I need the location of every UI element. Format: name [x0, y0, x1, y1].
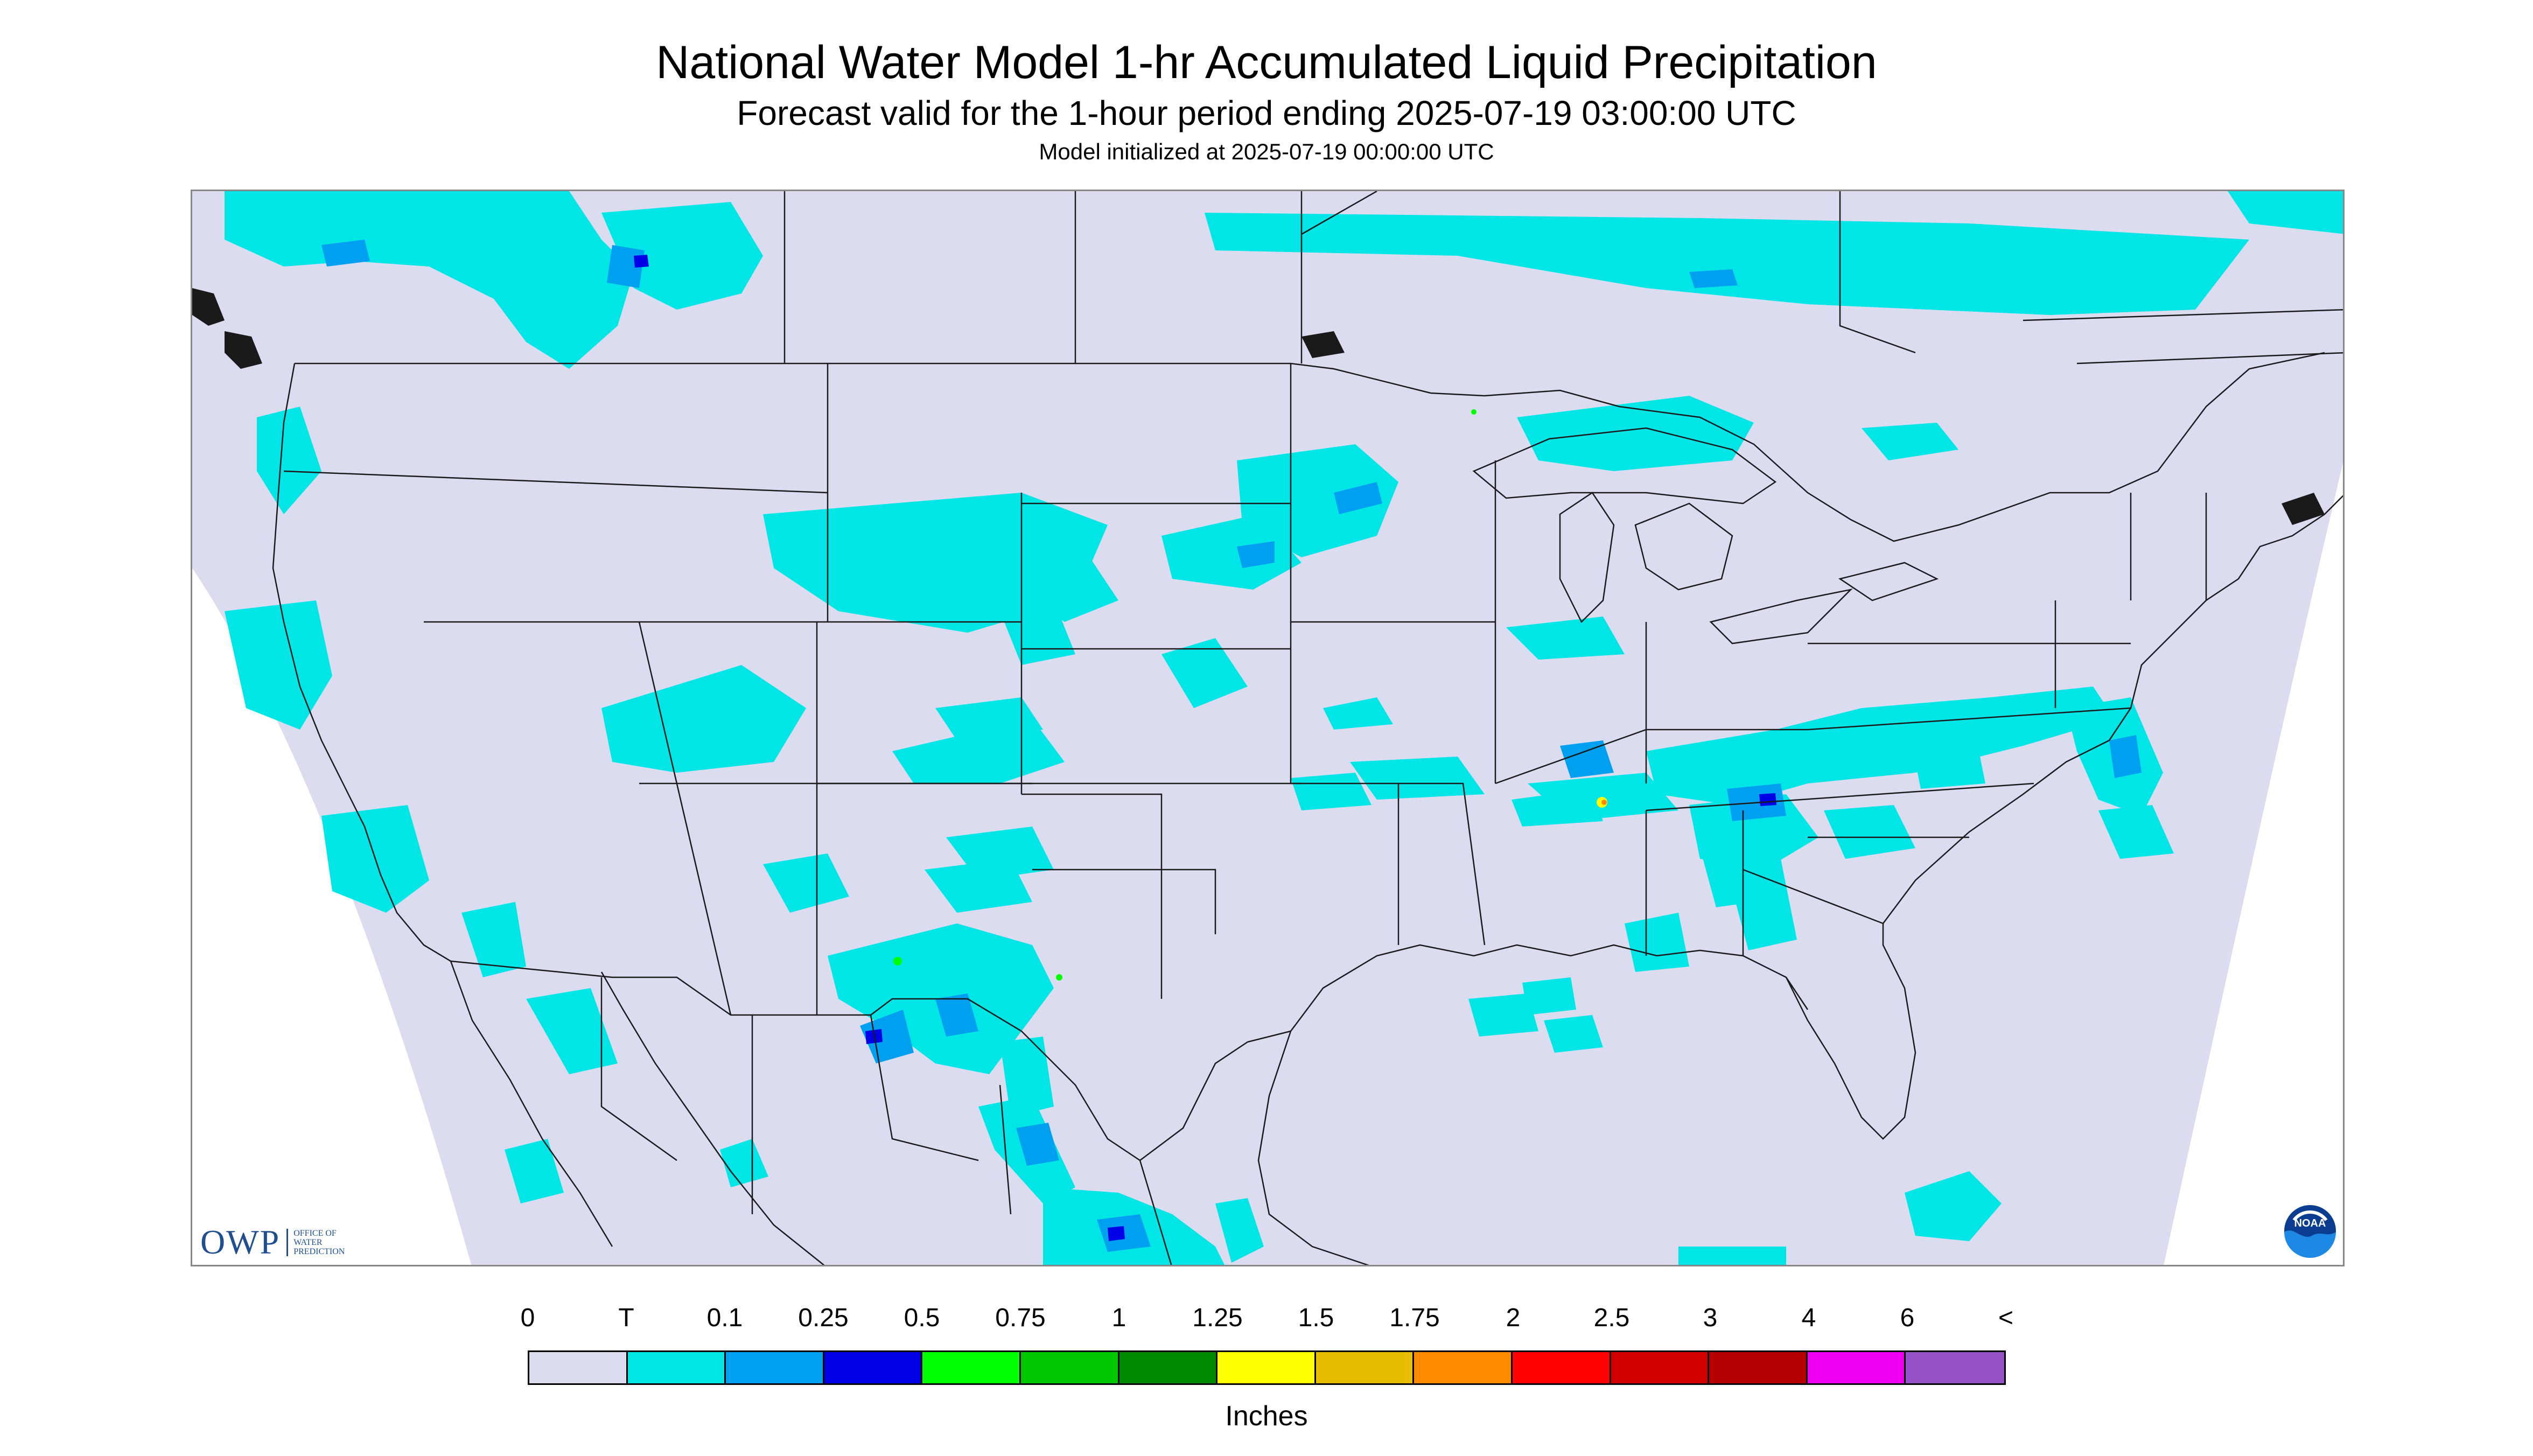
legend-label: 0.1 — [706, 1304, 743, 1332]
legend-swatch — [627, 1352, 726, 1383]
precip-cores — [321, 240, 2142, 1252]
legend-label: 3 — [1703, 1304, 1718, 1332]
legend-label: 1.25 — [1192, 1304, 1243, 1332]
legend-label: 4 — [1801, 1304, 1816, 1332]
legend-swatch — [1119, 1352, 1218, 1383]
legend-label: T — [618, 1304, 634, 1332]
legend-label: 1.75 — [1389, 1304, 1440, 1332]
map-boundaries — [272, 191, 2343, 1265]
color-legend: 0 T 0.1 0.25 0.5 0.75 1 1.25 1.5 1.75 2 2.5 3 4 6 < — [521, 1303, 2013, 1400]
legend-label: 2 — [1506, 1304, 1521, 1332]
legend-swatch — [922, 1352, 1021, 1383]
owp-logo-text: OFFICE OF WATER PREDICTION — [286, 1228, 345, 1256]
legend-units: Inches — [1225, 1401, 1308, 1432]
legend-swatch — [1807, 1352, 1906, 1383]
legend-swatch — [1316, 1352, 1415, 1383]
legend-labels: 0 T 0.1 0.25 0.5 0.75 1 1.25 1.5 1.75 2 2.5 3 4 6 < — [521, 1303, 2013, 1335]
owp-logo: OWP OFFICE OF WATER PREDICTION — [200, 1222, 345, 1262]
coastal-islands — [192, 288, 2325, 525]
legend-color-bar — [528, 1350, 2006, 1385]
legend-swatch — [1020, 1352, 1119, 1383]
owp-logo-mark: OWP — [200, 1223, 281, 1261]
legend-label: 0.25 — [798, 1304, 849, 1332]
legend-label: 0.75 — [995, 1304, 1046, 1332]
legend-label: < — [1998, 1304, 2014, 1332]
map-subtitle: Forecast valid for the 1-hour period end… — [737, 94, 1796, 132]
noaa-logo-text: NOAA — [2294, 1217, 2326, 1229]
legend-swatch — [824, 1352, 923, 1383]
legend-label: 0 — [520, 1304, 535, 1332]
legend-swatch — [726, 1352, 824, 1383]
legend-swatch — [1414, 1352, 1513, 1383]
legend-label: 6 — [1900, 1304, 1915, 1332]
precip-extremes — [893, 409, 1607, 981]
map-canvas — [192, 191, 2343, 1265]
model-init-text: Model initialized at 2025-07-19 00:00:00… — [1039, 139, 1494, 164]
legend-swatch — [1709, 1352, 1808, 1383]
map-title: National Water Model 1-hr Accumulated Li… — [656, 37, 1877, 88]
model-domain — [192, 191, 2343, 1265]
precipitation-map[interactable] — [191, 190, 2345, 1266]
legend-swatch — [1217, 1352, 1316, 1383]
legend-swatch — [1611, 1352, 1710, 1383]
legend-swatch — [529, 1352, 628, 1383]
legend-label: 0.5 — [904, 1304, 940, 1332]
legend-swatch — [1906, 1352, 2004, 1383]
legend-label: 1 — [1111, 1304, 1126, 1332]
legend-swatch — [1512, 1352, 1611, 1383]
legend-label: 1.5 — [1298, 1304, 1334, 1332]
noaa-logo-icon: NOAA — [2284, 1205, 2336, 1258]
legend-label: 2.5 — [1593, 1304, 1630, 1332]
